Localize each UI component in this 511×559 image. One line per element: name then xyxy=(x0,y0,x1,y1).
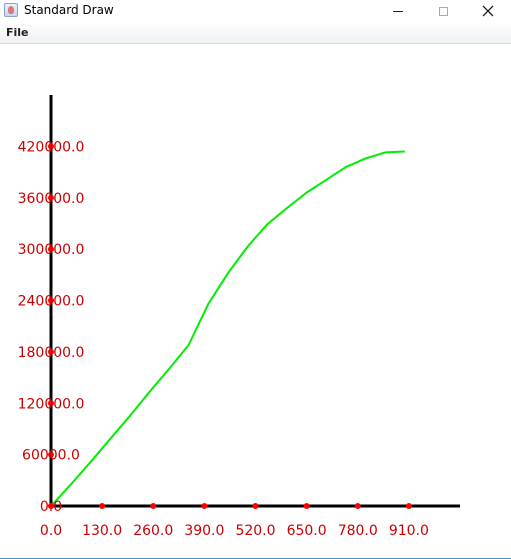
x-tick-label: 0.0 xyxy=(40,523,62,539)
y-tick-label: 120000.0 xyxy=(18,396,85,412)
x-tick-label: 910.0 xyxy=(389,523,429,539)
y-tick-label: 240000.0 xyxy=(18,294,85,310)
y-tick-dot xyxy=(48,348,54,355)
x-tick-dot xyxy=(303,503,310,509)
maximize-button[interactable] xyxy=(420,0,466,22)
y-tick-dot xyxy=(48,194,54,201)
y-tick-label: 180000.0 xyxy=(18,345,85,361)
y-tick-dot xyxy=(48,451,54,458)
window-title: Standard Draw xyxy=(24,3,114,17)
y-tick-dot xyxy=(48,246,54,253)
minimize-icon xyxy=(393,10,403,12)
y-tick-label: 300000.0 xyxy=(18,242,85,258)
y-tick-dot xyxy=(48,400,54,407)
x-tick-dot xyxy=(99,503,106,509)
x-tick-dot xyxy=(405,503,412,509)
x-tick-dot xyxy=(150,503,157,509)
close-button[interactable] xyxy=(465,0,511,22)
drawing-canvas: 0.0 130.0 260.0 390.0 520.0 650.0 780.0 910.0 0.… xyxy=(0,45,511,555)
java-app-icon xyxy=(4,3,18,17)
x-tick-label: 390.0 xyxy=(184,523,224,539)
series-line-0 xyxy=(50,150,405,507)
y-tick-dot xyxy=(48,143,54,150)
y-tick-label: 0.0 xyxy=(40,499,62,515)
y-tick-label: 360000.0 xyxy=(18,191,85,207)
minimize-button[interactable] xyxy=(375,0,421,22)
x-tick-label: 520.0 xyxy=(235,523,275,539)
x-tick-dot xyxy=(201,503,208,509)
x-tick-dot xyxy=(252,503,259,509)
x-tick-label: 780.0 xyxy=(338,523,378,539)
series-layer xyxy=(50,150,405,507)
x-tick-dot xyxy=(354,503,361,509)
close-icon xyxy=(482,5,494,17)
y-tick-label: 420000.0 xyxy=(18,139,85,155)
y-tick-label: 60000.0 xyxy=(22,448,80,464)
menu-bar: File xyxy=(0,22,511,44)
maximize-icon xyxy=(438,6,448,16)
axes xyxy=(49,95,460,508)
menu-file[interactable]: File xyxy=(6,26,29,39)
y-tick-dot xyxy=(48,297,54,304)
ticks-layer: 0.0 130.0 260.0 390.0 520.0 650.0 780.0 910.0 0.… xyxy=(18,139,429,539)
x-tick-label: 260.0 xyxy=(133,523,173,539)
x-tick-label: 650.0 xyxy=(287,523,327,539)
x-tick-label: 130.0 xyxy=(82,523,122,539)
line-chart: 0.0 130.0 260.0 390.0 520.0 650.0 780.0 910.0 0.… xyxy=(18,95,460,539)
y-tick-dot xyxy=(48,503,54,509)
title-bar[interactable]: Standard Draw xyxy=(0,0,511,22)
